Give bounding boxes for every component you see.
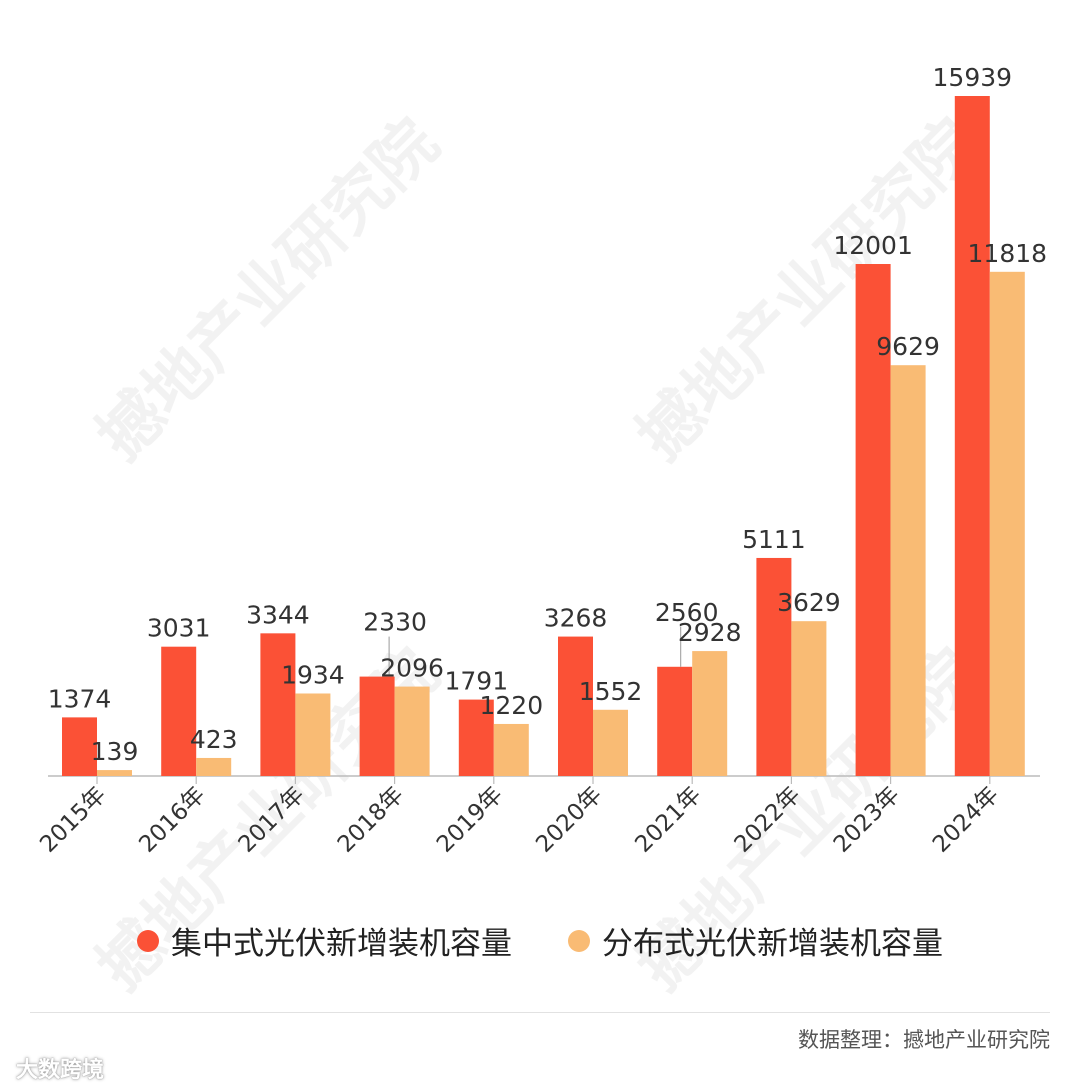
x-tick-label-2: 2017年 [234,782,310,858]
bar-distributed-2 [295,693,331,776]
bar-distributed-9 [989,271,1025,776]
x-tick-label-1: 2016年 [134,782,210,858]
x-tick-label-3: 2018年 [333,782,409,858]
legend-item-distributed: 分布式光伏新增装机容量 [568,918,943,963]
data-label-centralized-2: 3344 [246,600,310,629]
bar-distributed-8 [890,365,926,776]
data-label-distributed-1: 423 [190,725,238,754]
bar-centralized-9 [954,96,990,776]
bar-centralized-8 [855,264,891,776]
x-tick-label-7: 2022年 [730,782,806,858]
bar-centralized-0 [62,717,97,776]
x-tick-label-4: 2019年 [432,782,508,858]
bar-distributed-7 [791,621,827,776]
data-label-centralized-0: 1374 [48,684,112,713]
data-label-distributed-3: 2096 [380,654,444,683]
x-tick-label-8: 2023年 [829,782,905,858]
x-tick-label-5: 2020年 [531,782,607,858]
data-label-distributed-4: 1220 [479,691,543,720]
data-label-centralized-4: 1791 [444,667,508,696]
x-tick-label-6: 2021年 [630,782,706,858]
data-label-centralized-9: 15939 [933,63,1013,92]
bar-centralized-2 [260,633,296,776]
footer-divider [30,1012,1050,1013]
brand-logo: 大数跨境 [16,1058,105,1083]
data-label-centralized-5: 3268 [544,604,608,633]
data-label-distributed-7: 3629 [777,588,841,617]
data-label-centralized-3: 2330 [363,608,427,637]
data-label-distributed-9: 11818 [968,239,1048,268]
bar-distributed-6 [692,651,728,776]
x-tick-label-0: 2015年 [35,782,111,858]
data-label-centralized-1: 3031 [147,614,211,643]
bar-distributed-3 [394,686,430,776]
data-label-centralized-6: 2560 [655,598,719,627]
data-label-centralized-7: 5111 [742,525,806,554]
legend-label-distributed: 分布式光伏新增装机容量 [602,926,943,962]
bar-centralized-4 [458,699,494,776]
bar-distributed-5 [593,709,628,776]
source-note: 数据整理：撼地产业研究院 [798,1028,1050,1052]
bar-distributed-0 [97,770,132,776]
bar-centralized-6 [657,666,693,776]
data-label-distributed-2: 1934 [281,660,345,689]
data-label-distributed-0: 139 [91,737,139,766]
bar-distributed-1 [196,757,232,776]
bar-centralized-7 [756,557,792,776]
bar-distributed-4 [493,723,529,776]
legend-item-centralized: 集中式光伏新增装机容量 [137,918,512,963]
data-label-distributed-5: 1552 [579,677,643,706]
data-label-centralized-8: 12001 [833,231,913,260]
data-label-distributed-6: 2928 [678,618,742,647]
legend-label-centralized: 集中式光伏新增装机容量 [171,926,512,962]
chart-legend: 集中式光伏新增装机容量 分布式光伏新增装机容量 [0,918,1080,963]
legend-marker-centralized [137,929,159,952]
x-tick-label-9: 2024年 [928,782,1004,858]
bar-centralized-1 [161,646,197,776]
bar-centralized-5 [558,636,593,776]
bar-centralized-3 [359,676,395,776]
legend-marker-distributed [568,929,590,952]
data-label-distributed-8: 9629 [876,332,940,361]
bar-chart: 2015年 2016年 2017年 2018年 2019年 2020年 2021年 2022年… [35,63,1048,858]
